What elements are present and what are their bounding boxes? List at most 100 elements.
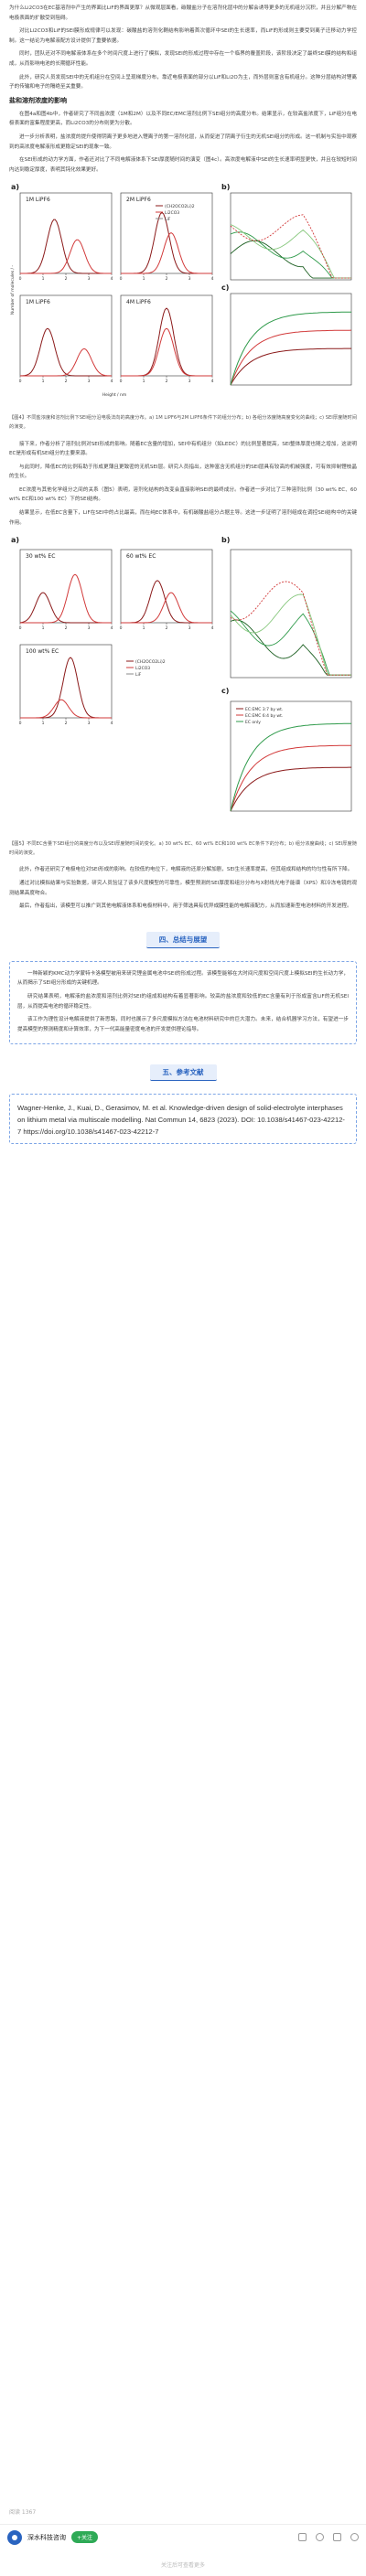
dist-curve-li2co3 [121, 307, 212, 377]
fig5-thickness-plot: EC:EMC 3:7 by wt.EC:EMC 6:4 by wt.EC onl… [230, 700, 352, 812]
x-tick-label: 4 [111, 379, 113, 384]
panel-title: 1M LiPF6 [26, 197, 50, 203]
panel-title: 1M LiPF6 [26, 299, 50, 305]
x-tick-label: 1 [143, 625, 145, 631]
dist-curve-lif [20, 699, 112, 719]
panel-frame [19, 644, 113, 719]
fig4-distribution-panels: 1M LiPF6 0 1 2 3 4 2M LiPF6 0 1 2 3 4 1M LiPF6 0 1 2 3 4 4… [10, 193, 214, 398]
x-tick-label: 3 [88, 276, 91, 282]
concentration-curve [230, 224, 351, 279]
dist-curve-lif [20, 240, 112, 274]
x-tick-label: 0 [120, 276, 123, 282]
panel-title: 60 wt% EC [126, 553, 156, 560]
brand-logo-icon[interactable] [7, 2529, 22, 2545]
intro-paragraph: 为什么Li2CO3在EC基溶剂中产生的界面比LiF的界面更厚？从微观层面看，碳酸… [9, 5, 357, 21]
dist-curve-lif [121, 592, 212, 624]
fig5-label-b: b) [221, 536, 230, 544]
body-paragraph: EC浓度与其他化学组分之间的关系（图5）表明，溶剂化结构的改变会直接影响SEI的… [9, 486, 357, 503]
plot-frame [230, 700, 352, 812]
star-icon[interactable] [333, 2533, 341, 2541]
x-tick-label: 4 [111, 276, 113, 282]
body-paragraph: 此外，作者还研究了电极电位对SEI形成的影响。在较低的电位下，电解液的还原分解加… [19, 867, 353, 873]
x-tick-label: 2 [166, 276, 168, 282]
reference-box: Wagner-Henke, J., Kuai, D., Gerasimov, M… [9, 1094, 357, 1145]
reference-heading-label: 五、参考文献 [149, 1064, 217, 1082]
x-tick-label: 4 [211, 625, 214, 631]
fig5-distribution-panels: 30 wt% EC 0 1 2 3 4 60 wt% EC 0 1 2 3 4 100 wt% EC 0 1… [19, 549, 214, 726]
dist-curve-li2co3 [19, 592, 112, 624]
dist-curve-li2co3 [121, 580, 212, 624]
x-tick-label: 1 [42, 276, 45, 282]
fig4-label-c: c) [221, 283, 229, 292]
x-tick-label: 0 [19, 721, 22, 726]
legend-entry: LiF [135, 672, 142, 678]
follow-button[interactable]: +关注 [71, 2531, 99, 2543]
x-tick-label: 4 [111, 625, 113, 631]
x-tick-label: 4 [211, 276, 214, 282]
bottom-note: 关注后可查看更多 [160, 2562, 205, 2569]
panel-frame [19, 193, 113, 274]
y-axis-label: Number of molecules / - [10, 265, 16, 315]
x-tick-label: 2 [166, 379, 168, 384]
figure-5: a) b) c) 30 wt% EC 0 1 2 3 4 60 wt% EC 0 1 2 3 4 100… [9, 533, 357, 858]
plot-frame [230, 549, 352, 679]
dist-curve-li2co3 [20, 657, 112, 719]
panel-title: 2M LiPF6 [126, 197, 151, 203]
reference-citation[interactable]: Wagner-Henke, J., Kuai, D., Gerasimov, M… [17, 1104, 345, 1137]
body-paragraph: 接下来，作者分析了溶剂比例对SEI形成的影响。随着EC含量的增加，SEI中有机组… [9, 441, 357, 457]
fig5-label-a: a) [11, 536, 19, 544]
dist-curve-lif [20, 573, 112, 624]
thickness-curve [230, 744, 351, 812]
fig5-label-c: c) [221, 687, 229, 695]
thickness-curve [230, 722, 352, 812]
dist-curve-li2co3 [19, 327, 112, 377]
summary-heading: 四、总结与展望 [9, 931, 357, 948]
concentration-curve [230, 231, 351, 279]
concentration-curve [230, 593, 351, 676]
plot-frame [230, 193, 352, 281]
like-icon[interactable] [316, 2533, 324, 2541]
legend-entry: EC:EMC 6:4 by wt. [245, 713, 283, 719]
body-paragraph: 进一步分析表明，盐浓度的提升使得阴离子更多地进入锂离子的第一溶剂化层，从而促进了… [9, 134, 357, 150]
x-tick-label: 1 [42, 625, 45, 631]
x-tick-label: 2 [65, 276, 68, 282]
figure-5-graphic: a) b) c) 30 wt% EC 0 1 2 3 4 60 wt% EC 0 1 2 3 4 100… [11, 536, 352, 812]
fig5-concentration-plot [230, 549, 352, 679]
dist-curve-lif [121, 232, 212, 274]
x-tick-label: 4 [211, 379, 214, 384]
reference-heading: 五、参考文献 [9, 1064, 357, 1082]
comment-icon[interactable] [350, 2533, 359, 2541]
x-tick-label: 0 [19, 625, 22, 631]
summary-heading-label: 四、总结与展望 [145, 931, 221, 948]
x-tick-label: 2 [166, 625, 168, 631]
concentration-curve [230, 610, 351, 676]
x-tick-label: 4 [111, 721, 113, 726]
intro-paragraph: 同时，团队还对不同电解液体系在多个时间尺度上进行了模拟，发现SEI的形成过程中存… [9, 51, 357, 67]
body-paragraph: 最后，作者指出，该模型可以推广到其他电解液体系和电极材料中，用于筛选具有优异成膜… [19, 903, 352, 910]
legend-entry: EC:EMC 3:7 by wt. [245, 707, 283, 712]
x-tick-label: 0 [120, 379, 123, 384]
footer-actions [298, 2533, 359, 2541]
fig4-label-a: a) [11, 183, 19, 191]
x-tick-label: 3 [188, 276, 191, 282]
dist-curve-li2co3 [20, 219, 112, 274]
panel-frame [120, 549, 213, 624]
fig4-thickness-plot [230, 294, 352, 386]
thickness-curve [230, 347, 351, 386]
x-tick-label: 3 [88, 379, 91, 384]
section-title-influence: 盐和溶剂浓度的影响 [9, 96, 67, 104]
x-tick-label: 3 [188, 625, 191, 631]
figure-4: a) b) c) 1M LiPF6 0 1 2 3 4 2M LiPF6 0 1 2 3 4 1M Li… [9, 180, 357, 432]
summary-paragraph: 一种新颖的KMC动力学蒙特卡洛模型被用来研究锂金属电池中SEI的形成过程。该模型… [17, 970, 349, 987]
summary-box: 一种新颖的KMC动力学蒙特卡洛模型被用来研究锂金属电池中SEI的形成过程。该模型… [9, 960, 357, 1045]
figure-5-caption: 【图5】不同EC含量下SEI组分的高度分布以及SEI厚度随时间的变化。a) 30… [9, 841, 357, 856]
body-paragraph: 在SEI形成的动力学方面，作者还对比了不同电解液体系下SEI厚度随时间的演变（图… [9, 157, 357, 173]
thickness-curve [230, 329, 352, 386]
x-axis-label: Height / nm [102, 392, 127, 398]
brand-name[interactable]: 深水科技咨询 [27, 2534, 66, 2541]
panel-title: 100 wt% EC [26, 648, 59, 655]
x-tick-label: 1 [42, 721, 45, 726]
share-icon[interactable] [298, 2533, 307, 2541]
fig4-label-b: b) [221, 183, 230, 191]
